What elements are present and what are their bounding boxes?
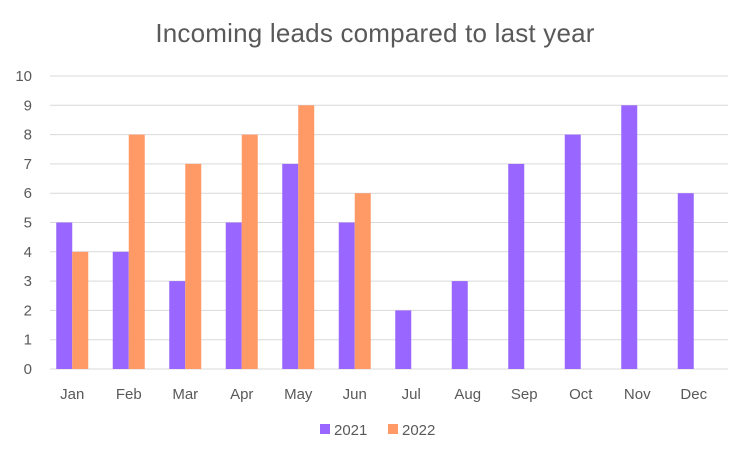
x-tick-label: Apr <box>230 386 253 403</box>
legend-item-2022: 2022 <box>388 422 435 439</box>
bar-2021-jan <box>56 222 73 369</box>
bar-2022-feb <box>128 134 145 369</box>
y-tick-label: 5 <box>24 215 32 232</box>
bar-2021-feb <box>112 251 129 369</box>
bar-2021-jul <box>395 310 412 369</box>
y-tick-label: 2 <box>24 302 32 319</box>
y-tick-label: 6 <box>24 185 32 202</box>
x-tick-label: Jun <box>343 386 367 403</box>
x-tick-label: Dec <box>680 386 707 403</box>
x-tick-label: May <box>284 386 313 403</box>
y-tick-label: 7 <box>24 156 32 173</box>
x-tick-label: Jul <box>402 386 421 403</box>
bar-2021-mar <box>169 281 186 369</box>
legend-swatch <box>388 424 398 434</box>
x-tick-label: Nov <box>624 386 651 403</box>
y-tick-label: 8 <box>24 127 32 144</box>
bar-2021-may <box>282 163 299 369</box>
x-tick-label: Sep <box>511 386 538 403</box>
bar-2021-nov <box>621 105 638 370</box>
bar-2022-jun <box>354 193 371 369</box>
bar-2022-apr <box>241 134 258 369</box>
legend: 2021 2022 <box>320 422 435 439</box>
legend-label: 2021 <box>334 422 367 439</box>
x-tick-label: Aug <box>454 386 481 403</box>
y-tick-label: 10 <box>15 68 32 85</box>
x-tick-label: Mar <box>172 386 198 403</box>
bar-2021-apr <box>225 222 242 369</box>
y-tick-label: 4 <box>24 244 32 261</box>
x-tick-label: Feb <box>116 386 142 403</box>
y-tick-label: 9 <box>24 97 32 114</box>
y-axis-tick-labels: 0 1 2 3 4 5 6 7 8 9 10 <box>15 68 32 378</box>
bar-2021-sep <box>508 163 525 369</box>
legend-item-2021: 2021 <box>320 422 367 439</box>
legend-swatch <box>320 424 330 434</box>
y-tick-label: 1 <box>24 332 32 349</box>
bar-2022-may <box>298 105 315 370</box>
x-axis-tick-labels: Jan Feb Mar Apr May Jun Jul Aug Sep Oct Nov Dec <box>60 386 707 403</box>
x-tick-label: Oct <box>569 386 593 403</box>
bar-2022-mar <box>185 163 202 369</box>
bar-2021-jun <box>338 222 355 369</box>
y-tick-label: 0 <box>24 361 32 378</box>
x-tick-label: Jan <box>60 386 84 403</box>
chart-title: Incoming leads compared to last year <box>155 18 595 48</box>
bar-2021-aug <box>451 281 468 369</box>
bar-2022-jan <box>72 251 89 369</box>
gridlines <box>50 75 728 370</box>
bars <box>56 105 694 370</box>
y-tick-label: 3 <box>24 273 32 290</box>
legend-label: 2022 <box>402 422 435 439</box>
bar-2021-oct <box>564 134 581 369</box>
bar-2021-dec <box>677 193 694 369</box>
